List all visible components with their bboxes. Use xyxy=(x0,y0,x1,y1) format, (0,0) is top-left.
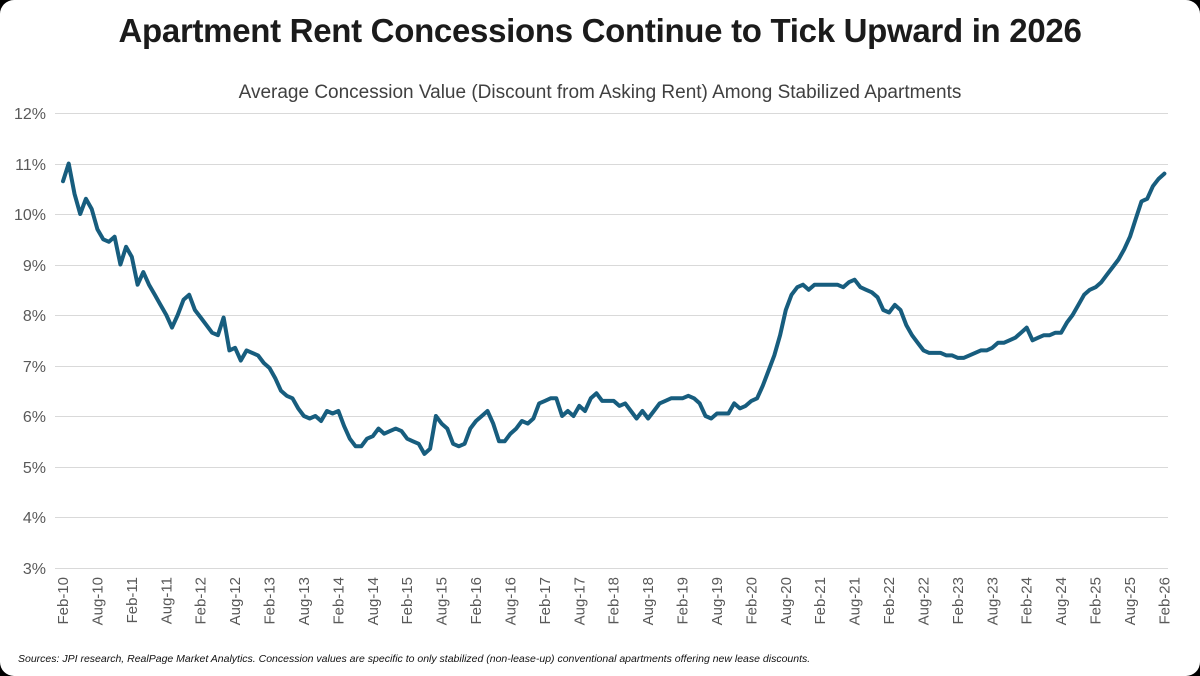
x-axis-tick-label: Feb-22 xyxy=(881,577,898,625)
x-axis-tick-label: Aug-13 xyxy=(296,577,313,625)
x-axis-tick-label: Aug-16 xyxy=(502,577,519,625)
x-axis-tick-label: Aug-15 xyxy=(434,577,451,625)
y-axis-tick-label: 11% xyxy=(15,157,46,174)
x-axis-tick-label: Aug-11 xyxy=(158,577,175,624)
x-axis-tick-label: Feb-12 xyxy=(193,577,210,625)
x-axis-tick-label: Feb-13 xyxy=(262,577,279,625)
x-axis-tick-label: Aug-21 xyxy=(847,577,864,625)
x-axis-tick-label: Aug-14 xyxy=(365,577,382,625)
x-axis-tick-label: Feb-18 xyxy=(606,577,623,625)
x-axis-tick-label: Aug-20 xyxy=(778,577,795,625)
x-axis-tick-label: Aug-12 xyxy=(227,577,244,625)
x-axis-tick-label: Aug-17 xyxy=(571,577,588,625)
x-axis-tick-label: Feb-14 xyxy=(330,577,347,625)
x-axis-tick-label: Feb-11 xyxy=(124,577,141,623)
y-axis-tick-label: 4% xyxy=(23,510,46,527)
source-note: Sources: JPI research, RealPage Market A… xyxy=(18,653,811,665)
x-axis-tick-label: Feb-25 xyxy=(1088,577,1105,625)
x-axis-tick-label: Aug-10 xyxy=(89,577,106,625)
x-axis-tick-label: Aug-18 xyxy=(640,577,657,625)
x-axis-tick-label: Feb-26 xyxy=(1156,577,1173,625)
x-axis-tick-label: Aug-24 xyxy=(1053,577,1070,625)
x-axis-tick-label: Aug-25 xyxy=(1122,577,1139,625)
y-axis-tick-label: 8% xyxy=(23,308,46,325)
y-axis-tick-label: 10% xyxy=(14,207,46,224)
x-axis-tick-label: Feb-19 xyxy=(675,577,692,625)
x-axis-tick-label: Aug-23 xyxy=(984,577,1001,625)
y-axis-tick-label: 6% xyxy=(23,409,46,426)
y-axis-tick-label: 7% xyxy=(23,359,46,376)
chart-subtitle: Average Concession Value (Discount from … xyxy=(238,82,962,103)
x-axis-tick-label: Feb-10 xyxy=(55,577,72,625)
x-axis-tick-label: Feb-20 xyxy=(743,577,760,625)
x-axis-tick-label: Feb-15 xyxy=(399,577,416,625)
x-axis-tick-label: Feb-23 xyxy=(950,577,967,625)
x-axis-tick-label: Feb-16 xyxy=(468,577,485,625)
x-axis-tick-label: Aug-22 xyxy=(915,577,932,625)
y-axis-tick-label: 5% xyxy=(23,460,46,477)
x-axis-tick-label: Feb-24 xyxy=(1019,577,1036,625)
x-axis-tick-label: Aug-19 xyxy=(709,577,726,625)
concession-value-line xyxy=(61,161,1167,456)
x-axis-tick-label: Feb-21 xyxy=(812,577,829,625)
y-axis-tick-label: 12% xyxy=(14,106,46,123)
y-axis-tick-label: 3% xyxy=(23,561,46,578)
x-axis-tick-label: Feb-17 xyxy=(537,577,554,625)
y-axis-tick-label: 9% xyxy=(23,258,46,275)
chart-title: Apartment Rent Concessions Continue to T… xyxy=(118,12,1082,49)
